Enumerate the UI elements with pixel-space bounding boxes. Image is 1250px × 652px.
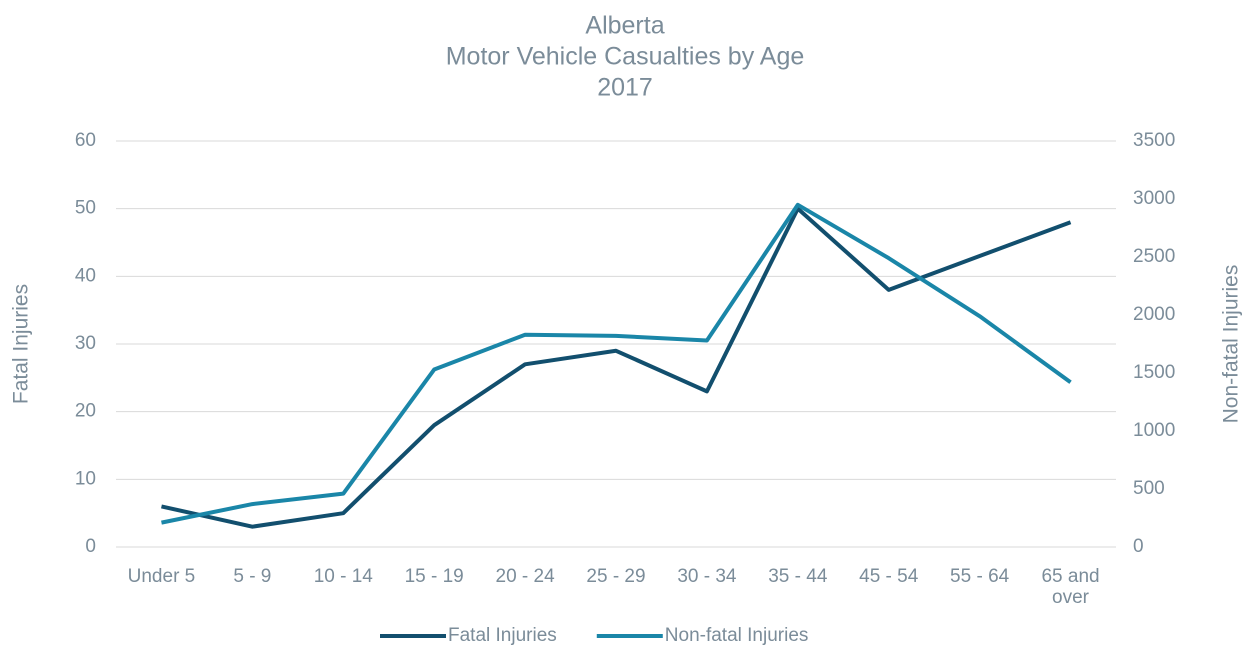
series-line	[161, 202, 1072, 525]
x-tick-label: 25 - 29	[586, 566, 646, 587]
chart-title: Motor Vehicle Casualties by Age	[446, 43, 805, 71]
x-tick-label: Under 5	[127, 566, 196, 587]
x-tick-label: 10 - 14	[313, 566, 373, 587]
y-tick-label: 60	[75, 130, 96, 151]
x-tick-label: 30 - 34	[677, 566, 737, 587]
y2-tick-label: 2000	[1133, 304, 1175, 325]
x-tick-label: 35 - 44	[768, 566, 828, 587]
y2-tick-label: 500	[1133, 478, 1165, 499]
y-tick-label: 50	[75, 198, 96, 219]
y-tick-label: 0	[85, 536, 96, 557]
y-tick-label: 30	[75, 333, 96, 354]
y2-tick-label: 2500	[1133, 246, 1175, 267]
chart-title: 2017	[597, 74, 653, 102]
x-tick-label: 5 - 9	[233, 566, 272, 587]
x-tick-label: 45 - 54	[859, 566, 919, 587]
y-tick-label: 20	[75, 401, 96, 422]
y2-tick-label: 3500	[1133, 130, 1175, 151]
y2-tick-label: 1000	[1133, 420, 1175, 441]
y2-tick-label: 1500	[1133, 362, 1175, 383]
chart-title: Alberta	[585, 12, 664, 40]
legend-label: Non-fatal Injuries	[665, 625, 809, 646]
y2-tick-label: 3000	[1133, 188, 1175, 209]
y-tick-label: 10	[75, 468, 96, 489]
y2-axis-label: Non-fatal Injuries	[1220, 265, 1243, 424]
y2-tick-label: 0	[1133, 536, 1144, 557]
x-tick-label: 15 - 19	[404, 566, 464, 587]
y-tick-label: 40	[75, 265, 96, 286]
x-tick-label: 55 - 64	[950, 566, 1010, 587]
x-tick-label: 65 and over	[1041, 566, 1100, 608]
legend-label: Fatal Injuries	[448, 625, 557, 646]
x-tick-label: 20 - 24	[495, 566, 555, 587]
y-axis-label: Fatal Injuries	[10, 284, 33, 404]
